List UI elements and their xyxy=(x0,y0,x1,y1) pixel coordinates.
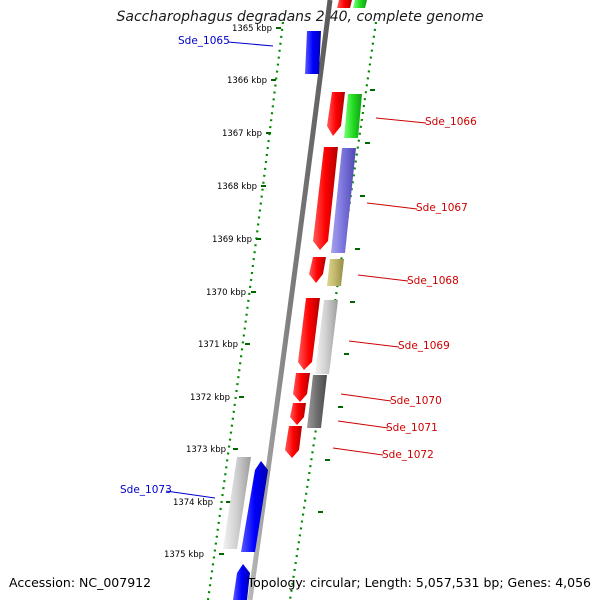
gene-label-sde-1067[interactable]: Sde_1067 xyxy=(416,202,468,214)
tick-track-left xyxy=(206,21,285,600)
forward-gene-arrow[interactable] xyxy=(233,564,250,600)
label-leader xyxy=(332,447,384,456)
gene-labels[interactable]: Sde_1065 Sde_1066 Sde_1067 Sde_1068 Sde_… xyxy=(120,35,477,496)
reverse-gene-arrow[interactable] xyxy=(309,257,326,283)
scale-label: 1371 kbp xyxy=(198,340,238,350)
gene-label-sde-1073[interactable]: Sde_1073 xyxy=(120,484,172,496)
reverse-gene-arrow[interactable] xyxy=(298,298,320,370)
scale-label: 1368 kbp xyxy=(217,182,257,192)
cog-block[interactable] xyxy=(223,457,251,549)
label-leader xyxy=(375,117,427,124)
scale-label: 1367 kbp xyxy=(222,129,262,139)
label-leaders xyxy=(165,41,427,499)
reverse-gene-arrow[interactable] xyxy=(327,92,345,136)
gene-label-sde-1071[interactable]: Sde_1071 xyxy=(386,422,438,434)
reverse-gene-arrow[interactable] xyxy=(337,0,352,8)
forward-gene-arrow[interactable] xyxy=(305,31,321,74)
scale-label: 1369 kbp xyxy=(212,235,252,245)
genome-backbone xyxy=(247,0,333,600)
reverse-gene-arrow[interactable] xyxy=(293,373,310,402)
scale-label: 1365 kbp xyxy=(232,24,272,34)
reverse-gene-arrow[interactable] xyxy=(285,426,302,458)
genome-title: Saccharophagus degradans 2-40, complete … xyxy=(116,9,484,25)
gene-label-sde-1069[interactable]: Sde_1069 xyxy=(398,340,450,352)
cog-block[interactable] xyxy=(344,94,362,138)
label-leader xyxy=(348,340,400,348)
scale-label: 1366 kbp xyxy=(227,76,267,86)
reverse-gene-arrow[interactable] xyxy=(290,403,306,425)
label-leader xyxy=(366,202,418,210)
cog-block[interactable] xyxy=(315,300,338,374)
scale-label: 1373 kbp xyxy=(186,445,226,455)
cog-block[interactable] xyxy=(327,259,344,286)
cog-block[interactable] xyxy=(331,148,356,253)
label-leader xyxy=(357,274,409,282)
gene-features[interactable] xyxy=(223,0,367,600)
scale-labels: 1365 kbp 1366 kbp 1367 kbp 1368 kbp 1369… xyxy=(164,24,272,560)
gene-label-sde-1072[interactable]: Sde_1072 xyxy=(382,449,434,461)
scale-label: 1370 kbp xyxy=(206,288,246,298)
label-leader xyxy=(165,490,216,499)
label-leader xyxy=(227,41,274,47)
scale-label: 1372 kbp xyxy=(190,393,230,403)
gene-label-sde-1070[interactable]: Sde_1070 xyxy=(390,395,442,407)
forward-gene-arrow[interactable] xyxy=(241,461,268,552)
cog-block[interactable] xyxy=(353,0,367,8)
accession-text: Accession: NC_007912 xyxy=(9,575,152,590)
cog-block[interactable] xyxy=(307,375,327,428)
scale-label: 1375 kbp xyxy=(164,550,204,560)
label-leader xyxy=(340,393,392,402)
gene-label-sde-1065[interactable]: Sde_1065 xyxy=(178,35,230,47)
reverse-gene-arrow[interactable] xyxy=(313,147,338,250)
gene-label-sde-1066[interactable]: Sde_1066 xyxy=(425,116,477,128)
gene-label-sde-1068[interactable]: Sde_1068 xyxy=(407,275,459,287)
label-leader xyxy=(337,420,389,429)
topology-summary: Topology: circular; Length: 5,057,531 bp… xyxy=(247,575,591,590)
scale-label: 1374 kbp xyxy=(173,498,213,508)
